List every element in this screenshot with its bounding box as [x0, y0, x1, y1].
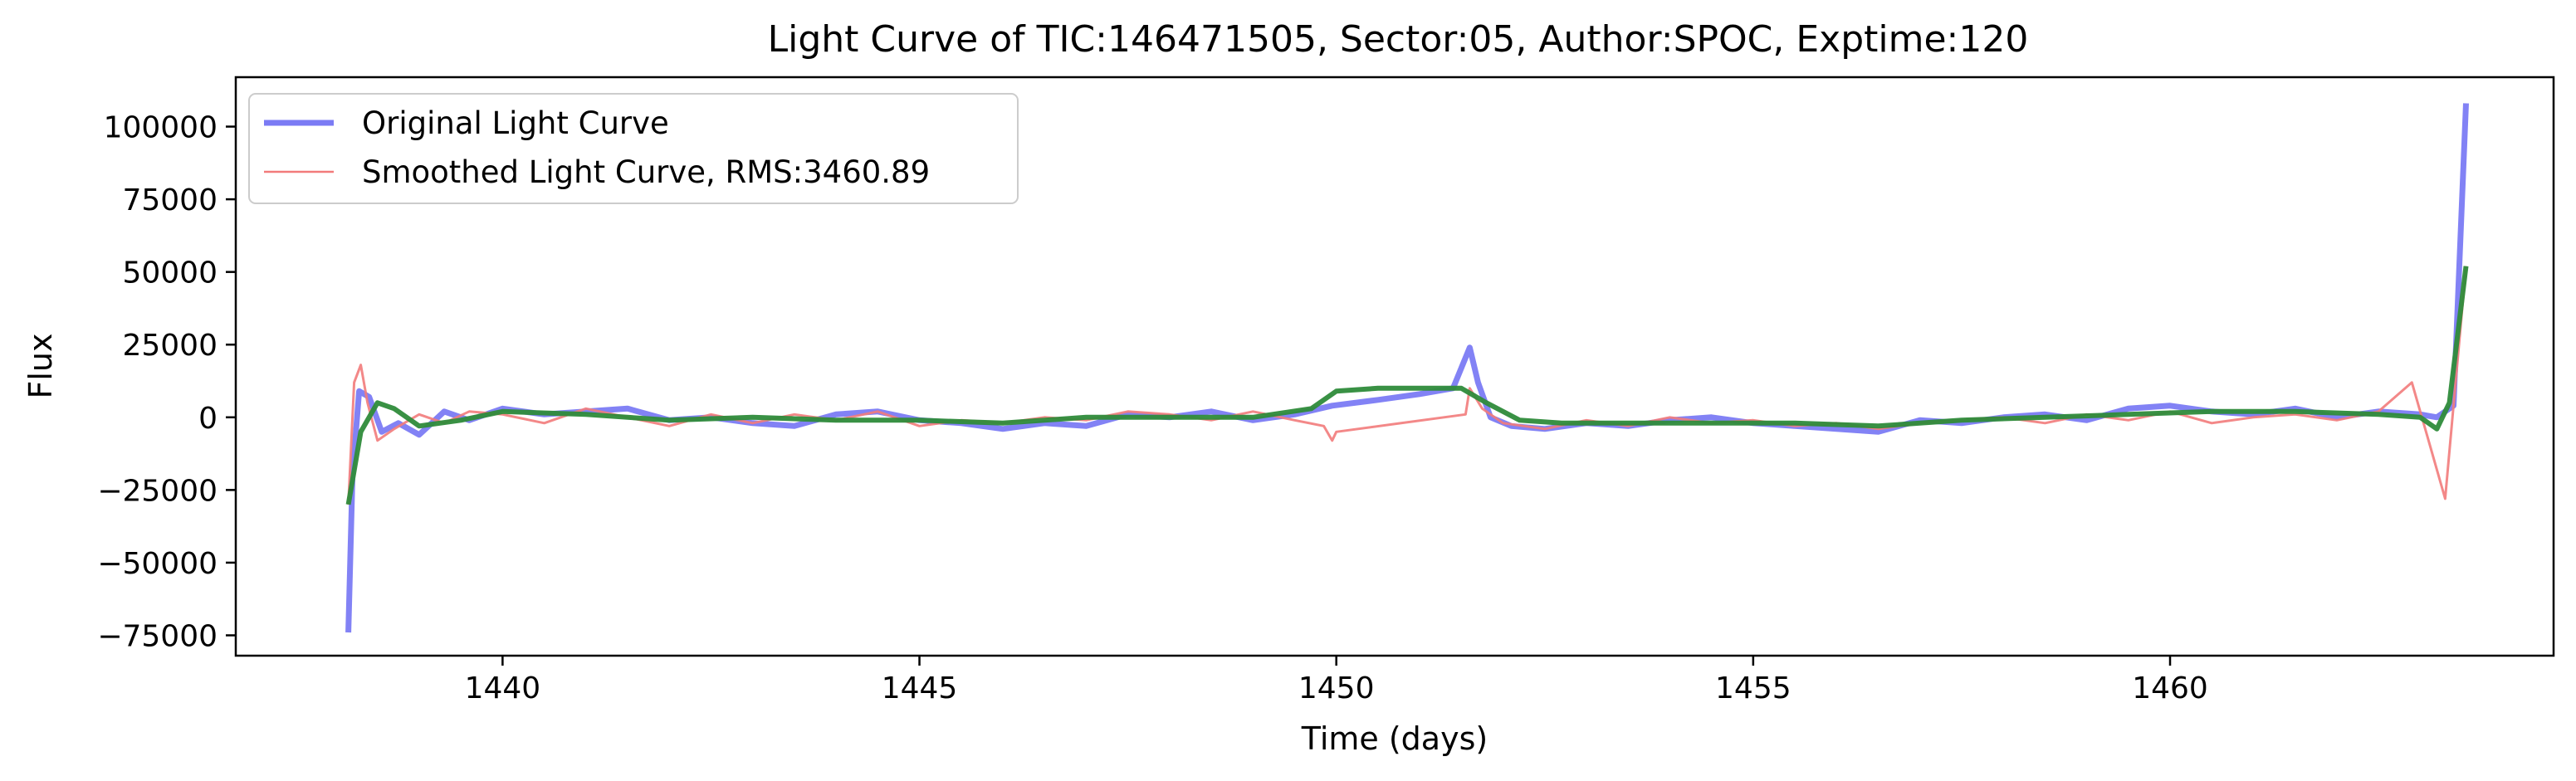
series-line-2: [347, 266, 2467, 505]
chart-title: Light Curve of TIC:146471505, Sector:05,…: [768, 18, 2029, 61]
y-axis-label: Flux: [22, 334, 59, 399]
ticks-layer: 1440 1445 1450 1455 1460 −75000 −50000 −25000 0 2…: [97, 111, 2208, 705]
x-tick-label: 1440: [465, 671, 541, 705]
y-tick-label: 25000: [122, 329, 218, 363]
plot-frame: [234, 76, 2555, 657]
x-axis-label: Time (days): [1301, 720, 1488, 757]
legend: Original Light Curve Smoothed Light Curv…: [248, 93, 1019, 204]
y-tick-label: −50000: [97, 547, 218, 581]
legend-label-original: Original Light Curve: [362, 105, 669, 141]
legend-box: [248, 93, 1019, 204]
x-tick-label: 1445: [882, 671, 958, 705]
y-tick-label: 100000: [104, 111, 218, 145]
x-tick-label: 1455: [1715, 671, 1791, 705]
series-line-3: [345, 266, 2469, 505]
y-tick-label: 50000: [122, 256, 218, 290]
x-tick-label: 1460: [2132, 671, 2208, 705]
y-tick-label: −25000: [97, 474, 218, 508]
y-tick-label: −75000: [97, 619, 218, 653]
x-tick-label: 1450: [1298, 671, 1375, 705]
legend-label-smoothed: Smoothed Light Curve, RMS:3460.89: [362, 154, 930, 190]
y-tick-label: 75000: [122, 183, 218, 217]
series-layer: [345, 103, 2469, 633]
y-tick-label: 0: [198, 402, 218, 436]
